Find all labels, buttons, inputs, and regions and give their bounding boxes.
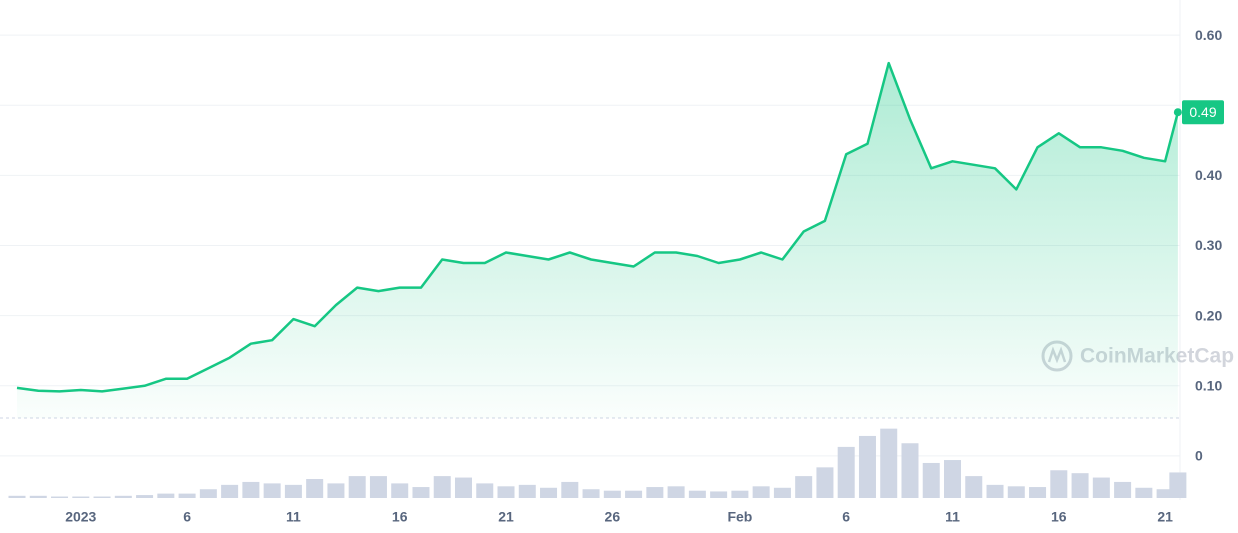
x-tick-label: 21 [498, 509, 514, 525]
price-line [16, 61, 1180, 393]
volume-bar [561, 481, 579, 498]
volume-bar [306, 479, 324, 498]
volume-bar [29, 495, 47, 498]
y-tick-label: 0 [1195, 448, 1203, 464]
x-tick-label: 26 [605, 509, 621, 525]
volume-bar [1029, 487, 1047, 498]
volume-bar [93, 496, 111, 498]
price-tag-label: 0.49 [1189, 104, 1216, 120]
volume-bar [816, 467, 834, 498]
volume-bar [1092, 477, 1110, 498]
x-tick-label: 16 [1051, 509, 1067, 525]
volume-bar [667, 486, 685, 498]
x-tick-label: 21 [1157, 509, 1173, 525]
volume-bar [773, 487, 791, 498]
volume-bar [625, 490, 643, 498]
volume-bar [688, 490, 706, 498]
volume-bar [986, 484, 1004, 498]
volume-bar [348, 476, 366, 498]
volume-bar [582, 489, 600, 498]
volume-bar [1007, 486, 1025, 498]
volume-bar [8, 495, 26, 498]
x-tick-label: 16 [392, 509, 408, 525]
volume-bar [221, 484, 239, 498]
volume-bar [837, 446, 855, 498]
volume-bar [454, 477, 472, 498]
volume-bar [199, 489, 217, 498]
y-tick-label: 0.40 [1195, 167, 1222, 183]
volume-bar [263, 483, 281, 498]
volume-bar [476, 483, 494, 498]
volume-bar [178, 493, 196, 498]
volume-bar [944, 460, 962, 498]
volume-bar [497, 486, 515, 498]
volume-bar [540, 487, 558, 498]
volume-bar [327, 483, 345, 498]
x-tick-label: 11 [945, 509, 960, 525]
volume-bar [965, 476, 983, 498]
volume-bar [795, 476, 813, 498]
volume-bar [136, 495, 154, 498]
volume-bar [51, 496, 69, 498]
x-tick-label: 11 [286, 509, 301, 525]
volume-bar [858, 435, 876, 498]
volume-bar [1050, 470, 1068, 498]
volume-bar [1169, 472, 1187, 498]
volume-bar [391, 483, 409, 498]
volume-bar [731, 490, 749, 498]
last-point [1173, 108, 1182, 117]
price-tag [1182, 100, 1224, 125]
volume-bar [157, 493, 175, 498]
volume-bar [242, 481, 260, 498]
x-tick-label: 6 [183, 509, 191, 525]
volume-bar [646, 487, 664, 498]
volume-bar [433, 476, 451, 498]
volume-bar [603, 490, 621, 498]
volume-bar [518, 484, 536, 498]
volume-bar [1156, 489, 1174, 498]
area [17, 63, 1178, 418]
x-tick-label: Feb [727, 509, 752, 525]
volume-bar [1114, 481, 1132, 498]
volume-bar [284, 484, 302, 498]
x-tick-label: 2023 [65, 509, 96, 525]
volume-bar [710, 491, 728, 498]
volume-bar [369, 476, 387, 498]
y-tick-label: 0.30 [1195, 237, 1222, 253]
volume-bar [412, 487, 430, 498]
volume-bar [922, 462, 940, 498]
volume-bar [1071, 473, 1089, 498]
volume-bar [901, 443, 919, 498]
volume-bar [880, 428, 898, 498]
volume-bar [1135, 487, 1153, 498]
volume-bar [114, 495, 132, 498]
y-tick-label: 0.60 [1195, 27, 1222, 43]
x-tick-label: 6 [842, 509, 850, 525]
volume-bar [752, 486, 770, 498]
volume-bar [72, 496, 90, 498]
y-tick-label: 0.10 [1195, 377, 1222, 393]
y-tick-label: 0.20 [1195, 307, 1222, 323]
